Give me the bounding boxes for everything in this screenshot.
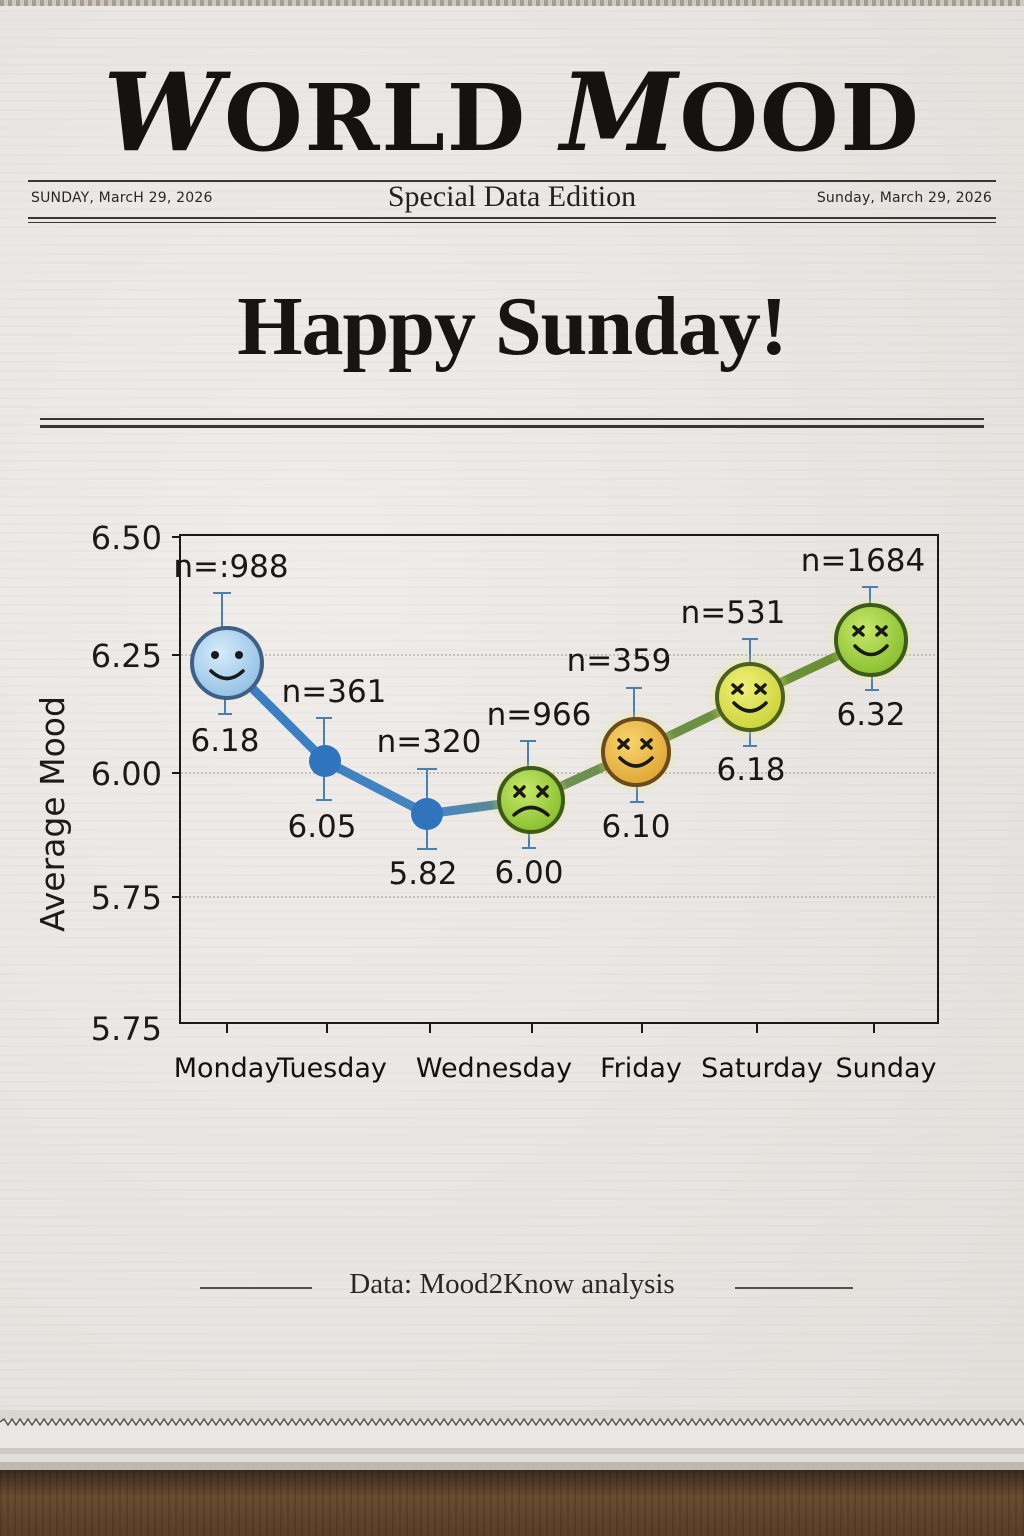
- newspaper-page: [0, 0, 1024, 1470]
- marker-sad-face-icon: [491, 760, 571, 840]
- x-tick-label: Friday: [600, 1053, 682, 1084]
- dateline-left: SUNDAY, MarcH 29, 2026: [31, 190, 213, 206]
- dateline-right: Sunday, March 29, 2026: [816, 190, 992, 206]
- masthead-word-2: OOD: [679, 64, 921, 172]
- value-label: 5.82: [388, 856, 457, 892]
- sample-size-label: n=1684: [801, 543, 926, 579]
- sample-size-label: n=966: [487, 697, 592, 733]
- y-tick-label: 5.75: [91, 879, 162, 917]
- headline-rule-1: [40, 418, 984, 420]
- paper-perforation: [0, 1418, 1024, 1426]
- data-credit: Data: Mood2Know analysis: [349, 1268, 675, 1300]
- masthead-rule-top: [28, 180, 996, 182]
- masthead-rule-bottom-1: [28, 217, 996, 219]
- plot-frame: [179, 534, 939, 1024]
- masthead-word-1: ORLD: [224, 64, 561, 172]
- value-label: 6.10: [601, 809, 670, 845]
- credit-rule-right: [735, 1287, 853, 1289]
- credit-rule-left: [200, 1287, 312, 1289]
- sample-size-label: n=320: [377, 724, 482, 760]
- headline-rule-2: [40, 425, 984, 428]
- x-tick-label: Saturday: [701, 1053, 823, 1084]
- value-label: 6.00: [494, 855, 563, 891]
- headline: Happy Sunday!: [237, 280, 788, 373]
- masthead-title: WORLD MOOD: [10, 58, 1014, 173]
- masthead-rule-bottom-2: [28, 222, 996, 223]
- y-tick-label: 6.25: [91, 637, 162, 675]
- masthead-initial-m: M: [560, 50, 680, 176]
- marker-friday-xx-smiley-icon: [594, 710, 678, 794]
- paper-top-edge: [0, 0, 1024, 6]
- sample-size-label: n=531: [681, 595, 786, 631]
- marker-wednesday-dot: [411, 798, 443, 830]
- value-label: 6.18: [716, 752, 785, 788]
- value-label: 6.32: [836, 697, 905, 733]
- masthead-initial-w: W: [103, 50, 225, 176]
- y-axis-ticks: [172, 536, 180, 898]
- marker-sunday-xx-smiley-icon: [827, 596, 915, 684]
- sample-size-label: n=359: [567, 643, 672, 679]
- y-tick-label: 6.00: [91, 755, 162, 793]
- value-label: 6.05: [287, 809, 356, 845]
- marker-tuesday-dot: [309, 745, 341, 777]
- x-tick-label: Wednesday: [416, 1053, 572, 1084]
- x-tick-label: Monday: [174, 1053, 281, 1084]
- y-tick-label: 6.50: [91, 519, 162, 557]
- x-tick-label: Sunday: [835, 1053, 936, 1084]
- sample-size-label: n=361: [282, 674, 387, 710]
- y-axis-label: Average Mood: [33, 696, 72, 932]
- x-tick-label: Tuesday: [276, 1053, 387, 1084]
- x-axis-ticks: [226, 1023, 875, 1033]
- marker-saturday-xx-smiley-icon: [707, 654, 793, 740]
- marker-monday-smiley-icon: [190, 626, 264, 700]
- wooden-table: [0, 1470, 1024, 1536]
- y-tick-label: 5.75: [91, 1010, 162, 1048]
- edition-label: Special Data Edition: [387, 180, 637, 213]
- sample-size-label: n=:988: [173, 549, 288, 585]
- value-label: 6.18: [190, 723, 259, 759]
